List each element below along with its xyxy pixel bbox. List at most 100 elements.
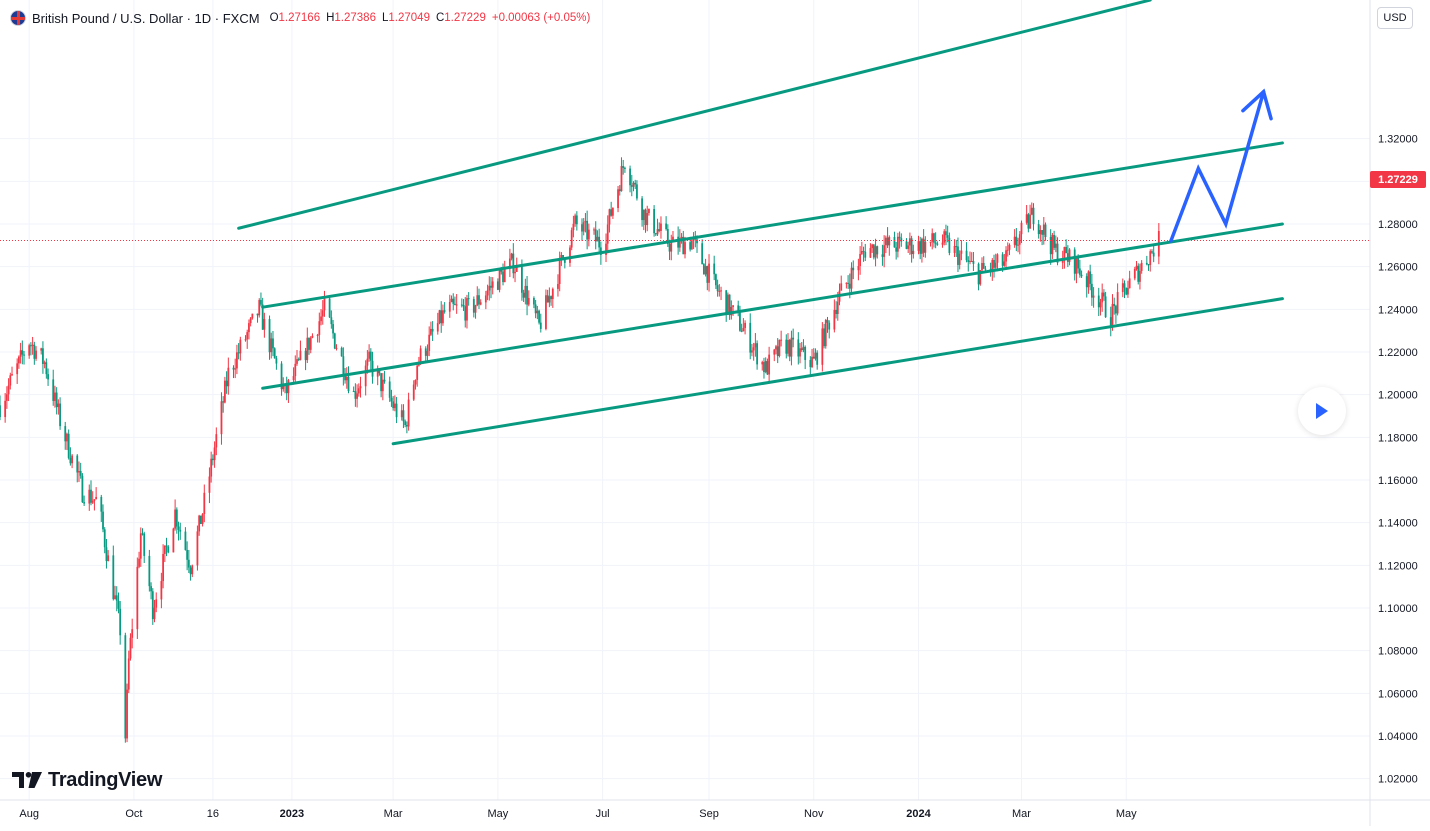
candle-body xyxy=(378,370,381,374)
symbol-header[interactable]: British Pound / U.S. Dollar · 1D · FXCM … xyxy=(10,8,596,28)
candle-body xyxy=(1056,243,1059,263)
candle-body xyxy=(1115,306,1117,314)
candle-body xyxy=(464,306,467,321)
candle-body xyxy=(1003,261,1006,266)
candle-body xyxy=(467,298,470,300)
candle-body xyxy=(653,209,655,234)
candle-body xyxy=(460,304,463,306)
x-tick-label: May xyxy=(1116,808,1137,820)
candle-body xyxy=(718,290,721,292)
candle-body xyxy=(550,296,552,300)
candle-body xyxy=(114,595,116,600)
candle-body xyxy=(35,350,37,359)
candle-body xyxy=(737,305,740,313)
candle-body xyxy=(81,475,84,503)
candle-body xyxy=(426,350,429,356)
candle-body xyxy=(754,343,757,348)
candle-body xyxy=(368,351,371,359)
candle-body xyxy=(824,319,827,347)
candle-body xyxy=(297,359,300,361)
candle-body xyxy=(1032,207,1035,225)
projection xyxy=(1169,88,1273,243)
candle-body xyxy=(66,433,68,442)
candle-body xyxy=(905,241,908,249)
candle-body xyxy=(840,283,843,291)
candle-body xyxy=(742,327,745,332)
candle-body xyxy=(811,356,813,368)
candle-body xyxy=(536,310,539,314)
candle-body xyxy=(103,529,106,548)
candles xyxy=(0,157,1160,743)
candle-body xyxy=(751,350,753,353)
candle-body xyxy=(1087,271,1090,288)
candle-body xyxy=(584,220,587,223)
candle-body xyxy=(1123,283,1126,288)
projection-path xyxy=(1169,89,1266,243)
candle-body xyxy=(1017,244,1019,246)
candle-body xyxy=(780,339,783,341)
candle-body xyxy=(654,233,657,235)
replay-button[interactable] xyxy=(1298,387,1346,435)
y-tick-label: 1.16000 xyxy=(1378,475,1418,487)
candle-body xyxy=(225,380,228,387)
candle-body xyxy=(1049,237,1052,255)
tradingview-logo[interactable]: TradingView xyxy=(12,768,162,792)
candle-body xyxy=(1121,283,1124,293)
candle-body xyxy=(115,595,118,601)
candle-body xyxy=(1097,295,1100,308)
candle-body xyxy=(484,295,487,303)
candle-body xyxy=(919,241,922,254)
candle-body xyxy=(17,356,20,364)
candle-body xyxy=(934,242,937,244)
candle-body xyxy=(799,348,801,357)
candle-body xyxy=(163,545,166,554)
candle-body xyxy=(666,229,669,245)
candle-body xyxy=(656,229,659,235)
y-tick-label: 1.10000 xyxy=(1378,603,1418,615)
candle-body xyxy=(1080,274,1083,277)
candle-body xyxy=(677,236,680,248)
candle-body xyxy=(442,310,444,324)
candle-body xyxy=(642,209,645,221)
candle-body xyxy=(684,242,686,255)
candle-body xyxy=(55,392,58,408)
candle-body xyxy=(945,231,947,236)
candle-body xyxy=(43,362,46,364)
candle-body xyxy=(1127,288,1129,295)
candle-body xyxy=(222,401,225,403)
y-tick-label: 1.32000 xyxy=(1378,134,1418,146)
candle-body xyxy=(764,361,767,373)
candle-body xyxy=(443,310,446,312)
candle-body xyxy=(7,385,10,395)
candle-body xyxy=(357,388,360,394)
candle-body xyxy=(1145,262,1148,265)
candle-body xyxy=(800,348,803,351)
symbol-title[interactable]: British Pound / U.S. Dollar · 1D · FXCM xyxy=(32,10,260,26)
x-tick-label: Mar xyxy=(1012,808,1031,820)
candle-body xyxy=(9,375,12,386)
candle-body xyxy=(59,403,61,427)
candle-body xyxy=(175,509,178,527)
candle-body xyxy=(282,385,285,390)
candle-body xyxy=(138,558,140,567)
candle-body xyxy=(4,400,7,418)
candle-body xyxy=(1037,224,1040,235)
candle-body xyxy=(428,334,431,351)
candle-body xyxy=(570,230,573,248)
candle-body xyxy=(1151,251,1153,253)
candle-body xyxy=(1149,251,1152,265)
candle-body xyxy=(472,299,475,313)
candle-body xyxy=(1077,257,1080,269)
candle-body xyxy=(967,260,970,262)
candle-body xyxy=(296,359,298,364)
candle-body xyxy=(788,339,791,357)
candle-body xyxy=(883,245,886,257)
high-value: 1.27386 xyxy=(334,12,376,24)
currency-selector[interactable]: USD xyxy=(1377,7,1413,29)
candle-body xyxy=(105,547,108,562)
candle-body xyxy=(486,290,489,296)
candle-body xyxy=(476,295,479,306)
candle-body xyxy=(1042,224,1045,235)
